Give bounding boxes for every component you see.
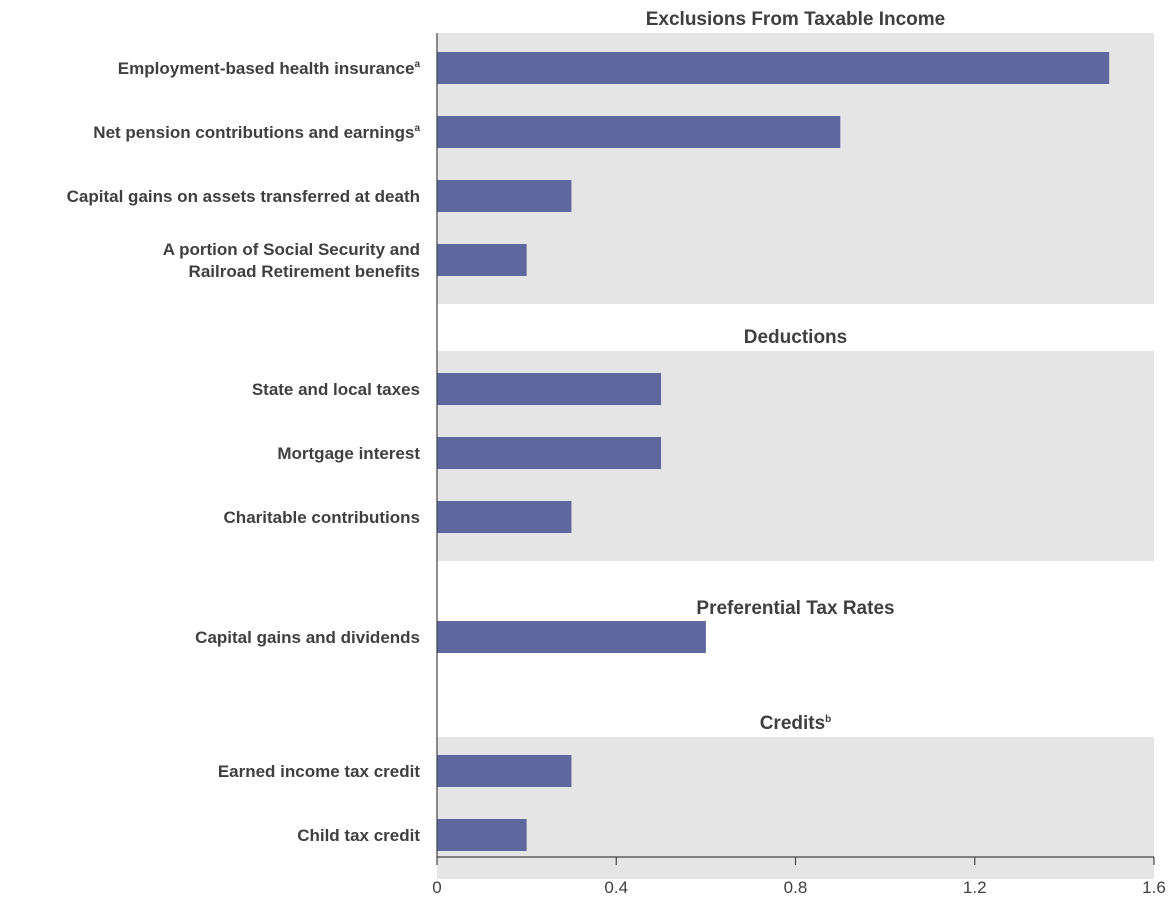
bar [437,52,1110,84]
category-label: Earned income tax credit [218,762,421,781]
bar [437,244,527,276]
bar [437,819,527,851]
category-label: Railroad Retirement benefits [189,262,420,281]
bar [437,437,662,469]
group-title: Deductions [744,327,847,348]
category-label: Capital gains and dividends [195,628,420,647]
category-label: Child tax credit [297,826,420,845]
bar [437,116,841,148]
category-label: Charitable contributions [224,508,420,527]
group-title: Exclusions From Taxable Income [646,9,946,30]
category-label: A portion of Social Security and [163,240,420,259]
x-tick-label: 0 [432,878,441,897]
bar [437,501,572,533]
group-title: Creditsb [760,713,832,734]
x-tick-label: 0.4 [604,878,628,897]
category-label: Capital gains on assets transferred at d… [67,187,420,206]
bar [437,621,706,653]
x-tick-label: 1.6 [1142,878,1166,897]
group-title: Preferential Tax Rates [696,598,894,619]
bar [437,180,572,212]
category-label: Net pension contributions and earningsa [93,123,420,142]
x-tick-label: 0.8 [784,878,808,897]
category-label: State and local taxes [252,380,420,399]
category-label: Employment-based health insurancea [118,59,421,78]
x-tick-label: 1.2 [963,878,987,897]
bar [437,373,662,405]
category-label: Mortgage interest [277,444,420,463]
bar [437,755,572,787]
